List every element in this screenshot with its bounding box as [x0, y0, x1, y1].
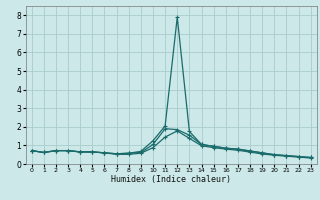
X-axis label: Humidex (Indice chaleur): Humidex (Indice chaleur) [111, 175, 231, 184]
